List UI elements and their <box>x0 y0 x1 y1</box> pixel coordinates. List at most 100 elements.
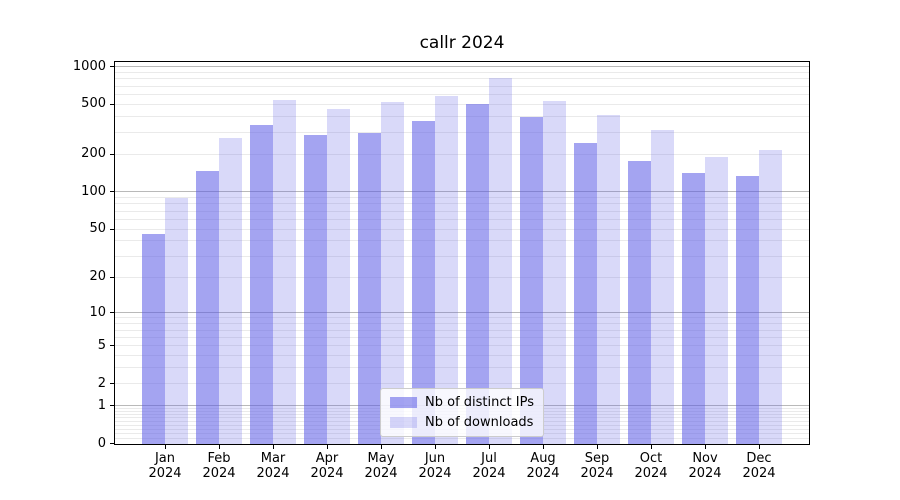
y-tick-mark <box>110 405 114 407</box>
gridline-minor <box>115 437 809 439</box>
x-tick-mark <box>435 445 437 449</box>
gridline-major <box>115 191 809 193</box>
y-tick-label: 10 <box>89 304 106 320</box>
bar-downloads-oct <box>651 130 674 444</box>
y-tick-label: 2 <box>97 375 106 391</box>
gridline-minor <box>115 240 809 242</box>
y-tick-label: 500 <box>81 96 106 112</box>
gridline-minor <box>115 383 809 385</box>
y-tick-label: 1000 <box>72 58 106 74</box>
gridline-minor <box>115 329 809 331</box>
legend-item-distinct-ips: Nb of distinct IPs <box>390 395 534 410</box>
x-tick-mark <box>381 445 383 449</box>
bar-distinct_ips-jul <box>466 103 489 444</box>
legend-label-distinct-ips: Nb of distinct IPs <box>425 395 534 410</box>
bar-distinct_ips-sep <box>574 142 597 444</box>
x-tick-mark <box>759 445 761 449</box>
x-tick-label: Mar 2024 <box>256 451 290 481</box>
gridline-minor <box>115 203 809 205</box>
bar-downloads-aug <box>543 100 566 444</box>
gridline-major <box>115 66 809 68</box>
y-tick-mark <box>110 104 114 106</box>
x-tick-label: Apr 2024 <box>310 451 344 481</box>
x-tick-mark <box>543 445 545 449</box>
y-tick-mark <box>110 312 114 314</box>
gridline-minor <box>115 131 809 133</box>
y-tick-label: 50 <box>89 221 106 237</box>
bar-downloads-jun <box>435 96 458 444</box>
gridline-minor <box>115 103 809 105</box>
gridline-minor <box>115 345 809 347</box>
y-tick-label: 100 <box>81 183 106 199</box>
x-tick-label: Sep 2024 <box>580 451 614 481</box>
bar-downloads-jul <box>489 78 512 444</box>
gridline-minor <box>115 336 809 338</box>
bar-downloads-jan <box>165 197 188 444</box>
gridline-minor <box>115 255 809 257</box>
x-tick-label: May 2024 <box>364 451 398 481</box>
y-tick-label: 0 <box>97 435 106 451</box>
gridline-minor <box>115 94 809 96</box>
bar-distinct_ips-mar <box>250 125 273 444</box>
gridline-minor <box>115 317 809 319</box>
gridline-minor <box>115 85 809 87</box>
bar-downloads-nov <box>705 156 728 444</box>
y-tick-label: 5 <box>97 337 106 353</box>
x-tick-label: Jul 2024 <box>472 451 506 481</box>
legend: Nb of distinct IPs Nb of downloads <box>380 388 544 437</box>
x-tick-mark <box>705 445 707 449</box>
x-tick-mark <box>165 445 167 449</box>
gridline-minor <box>115 355 809 357</box>
legend-label-downloads: Nb of downloads <box>425 415 534 430</box>
x-tick-mark <box>219 445 221 449</box>
legend-item-downloads: Nb of downloads <box>390 415 534 430</box>
bar-downloads-mar <box>273 100 296 444</box>
bar-downloads-dec <box>759 149 782 444</box>
chart-title: callr 2024 <box>419 33 505 53</box>
gridline-minor <box>115 367 809 369</box>
x-tick-label: Aug 2024 <box>526 451 560 481</box>
gridline-minor <box>115 153 809 155</box>
gridline-minor <box>115 116 809 118</box>
gridline-minor <box>115 276 809 278</box>
y-axis-labels: 0 1 2 5 10 20 50 100 200 500 1000 <box>0 0 106 500</box>
x-tick-label: Dec 2024 <box>742 451 776 481</box>
legend-swatch-distinct-ips-icon <box>390 397 418 408</box>
y-tick-mark <box>110 443 114 445</box>
x-tick-mark <box>273 445 275 449</box>
y-tick-mark <box>110 383 114 385</box>
x-tick-mark <box>597 445 599 449</box>
x-tick-label: Feb 2024 <box>202 451 236 481</box>
x-tick-label: Nov 2024 <box>688 451 722 481</box>
gridline-minor <box>115 210 809 212</box>
bar-downloads-may <box>381 101 404 444</box>
bar-distinct_ips-aug <box>520 116 543 444</box>
gridline-minor <box>115 196 809 198</box>
y-tick-mark <box>110 277 114 279</box>
bar-distinct_ips-jun <box>412 121 435 444</box>
y-tick-label: 200 <box>81 146 106 162</box>
bar-downloads-feb <box>219 138 242 444</box>
bar-downloads-apr <box>327 109 350 444</box>
bar-distinct_ips-jan <box>142 234 165 444</box>
gridline-minor <box>115 323 809 325</box>
x-tick-mark <box>489 445 491 449</box>
bar-distinct_ips-apr <box>304 135 327 444</box>
gridline-major <box>115 312 809 314</box>
legend-swatch-downloads-icon <box>390 417 418 428</box>
x-tick-mark <box>327 445 329 449</box>
y-tick-mark <box>110 66 114 68</box>
gridline-minor <box>115 71 809 73</box>
bar-distinct_ips-feb <box>196 171 219 444</box>
bar-downloads-sep <box>597 114 620 444</box>
y-tick-mark <box>110 229 114 231</box>
gridline-minor <box>115 78 809 80</box>
x-tick-label: Jun 2024 <box>418 451 452 481</box>
bar-distinct_ips-oct <box>628 161 651 444</box>
plot-area: Nb of distinct IPs Nb of downloads <box>114 61 810 445</box>
bar-distinct_ips-dec <box>736 176 759 444</box>
x-tick-mark <box>651 445 653 449</box>
gridline-minor <box>115 218 809 220</box>
